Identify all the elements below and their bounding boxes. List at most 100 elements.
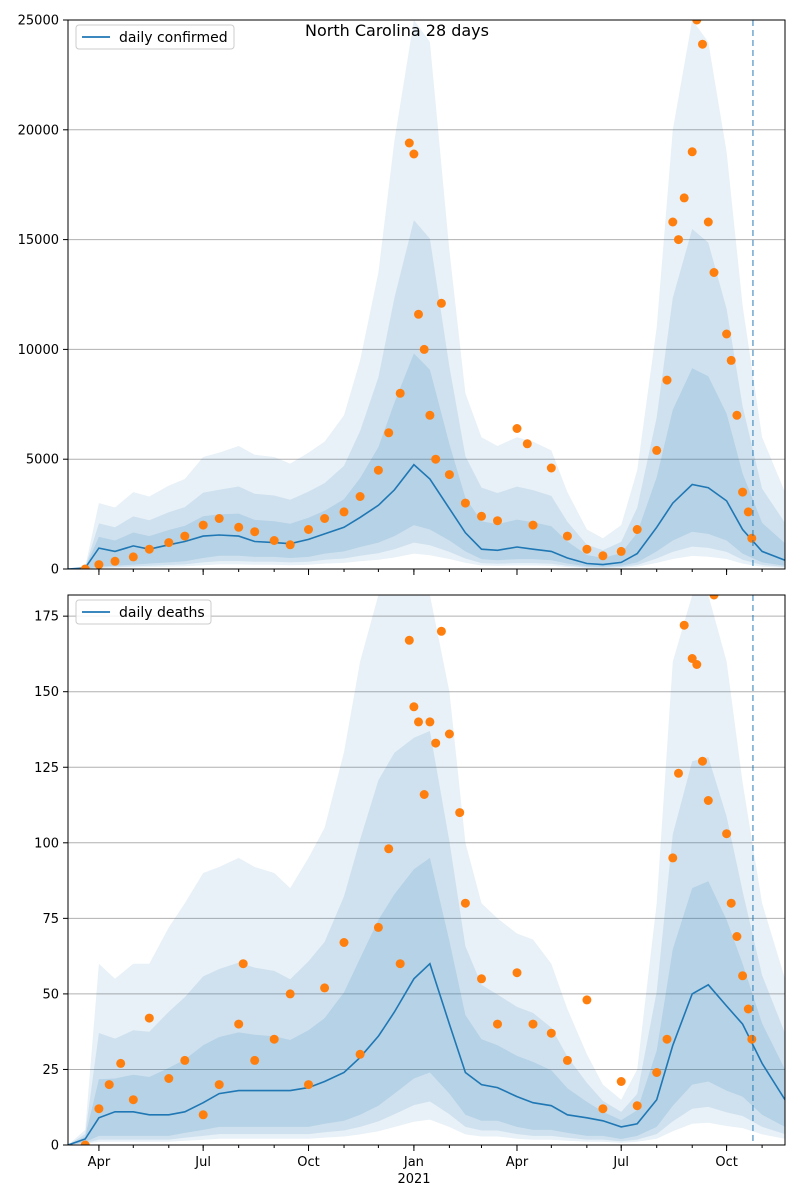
y-tick-label: 20000 bbox=[18, 123, 59, 138]
observed-point bbox=[616, 546, 626, 556]
uncertainty-band-2 bbox=[68, 731, 785, 1145]
observed-point bbox=[404, 138, 414, 148]
observed-point bbox=[709, 595, 719, 600]
observed-point bbox=[419, 344, 429, 354]
plot-area bbox=[68, 595, 785, 1145]
observed-point bbox=[355, 492, 365, 501]
observed-point bbox=[425, 717, 435, 727]
y-tick-label: 25000 bbox=[18, 14, 59, 29]
x-tick-label: Jan bbox=[403, 1155, 424, 1170]
observed-point bbox=[431, 738, 441, 748]
observed-point bbox=[709, 268, 719, 277]
observed-point bbox=[384, 844, 394, 854]
legend-box bbox=[75, 599, 212, 625]
x-year-label: 2021 bbox=[397, 1172, 430, 1187]
observed-point bbox=[698, 39, 707, 49]
deaths-panel: 0 25 50 75 100 125 150 175 Apr Jul Oct Jan Apr Jul Oct… bbox=[34, 594, 786, 1170]
observed-point bbox=[339, 507, 349, 517]
observed-point bbox=[198, 1110, 208, 1120]
observed-point bbox=[562, 1055, 572, 1065]
observed-point bbox=[285, 540, 295, 550]
observed-point bbox=[722, 329, 732, 339]
observed-point bbox=[747, 533, 757, 543]
y-tick-label: 0 bbox=[51, 563, 59, 578]
observed-point bbox=[698, 756, 707, 766]
observed-point bbox=[404, 635, 414, 645]
observed-point bbox=[743, 1004, 753, 1014]
observed-point bbox=[562, 531, 572, 541]
figure-title: North Carolina 28 days bbox=[305, 21, 489, 40]
observed-point bbox=[582, 544, 592, 554]
observed-point bbox=[373, 922, 383, 932]
observed-point bbox=[425, 410, 435, 420]
observed-point bbox=[546, 1028, 556, 1038]
observed-point bbox=[116, 1058, 126, 1068]
observed-point bbox=[304, 525, 313, 534]
observed-point bbox=[493, 1019, 502, 1029]
observed-point bbox=[180, 531, 190, 541]
observed-point bbox=[512, 424, 522, 433]
axes-frame bbox=[67, 594, 786, 1146]
observed-point bbox=[528, 520, 538, 530]
observed-point bbox=[692, 20, 702, 25]
observed-point bbox=[110, 556, 120, 566]
observed-point bbox=[180, 1055, 190, 1065]
observed-point bbox=[285, 989, 295, 999]
observed-point bbox=[662, 375, 672, 385]
observed-point bbox=[214, 1080, 224, 1090]
y-tick-label: 75 bbox=[42, 912, 59, 927]
x-tick-label: Apr bbox=[88, 1155, 111, 1170]
observed-point bbox=[616, 1077, 626, 1086]
model-line bbox=[68, 463, 785, 569]
observed-point bbox=[598, 1104, 608, 1114]
legend-label: daily confirmed bbox=[119, 30, 228, 46]
observed-point bbox=[732, 410, 742, 420]
observed-point bbox=[679, 193, 689, 203]
observed-point bbox=[652, 445, 662, 455]
observed-point bbox=[234, 522, 244, 532]
observed-point bbox=[436, 626, 446, 636]
observed-point bbox=[238, 959, 248, 969]
observed-point bbox=[598, 551, 608, 561]
y-tick-label: 5000 bbox=[26, 453, 59, 468]
y-tick-label: 25 bbox=[42, 1063, 59, 1078]
plot-area bbox=[68, 20, 785, 569]
observed-point bbox=[668, 217, 678, 227]
observed-point bbox=[546, 463, 556, 473]
observed-point bbox=[414, 309, 423, 319]
observed-point bbox=[703, 796, 713, 805]
y-tick-label: 175 bbox=[34, 610, 59, 625]
x-tick-label: Apr bbox=[506, 1155, 529, 1170]
observed-point bbox=[652, 1068, 662, 1077]
y-tick-label: 150 bbox=[34, 685, 59, 700]
x-tick-label: Jul bbox=[194, 1155, 211, 1170]
observed-point bbox=[94, 560, 104, 569]
observed-point bbox=[632, 1101, 642, 1111]
observed-point bbox=[726, 898, 736, 908]
observed-point bbox=[164, 1074, 174, 1083]
y-tick-label: 0 bbox=[51, 1139, 59, 1154]
observed-point bbox=[144, 544, 154, 554]
observed-point bbox=[674, 768, 683, 778]
observed-point bbox=[668, 853, 678, 863]
observed-point bbox=[512, 968, 522, 978]
observed-point bbox=[692, 660, 702, 669]
uncertainty-band-1 bbox=[68, 595, 785, 1145]
observed-point bbox=[144, 1013, 154, 1023]
observed-point bbox=[732, 932, 742, 941]
observed-point bbox=[320, 983, 330, 993]
confirmed-panel: 0 5000 10000 15000 20000 25000 daily confirmed bbox=[18, 14, 786, 578]
observed-point bbox=[409, 149, 419, 159]
observed-point bbox=[738, 487, 748, 497]
observed-point bbox=[355, 1049, 365, 1059]
observed-point bbox=[409, 702, 419, 712]
observed-point bbox=[431, 454, 441, 464]
y-tick-label: 100 bbox=[34, 836, 59, 851]
observed-point bbox=[460, 898, 470, 908]
uncertainty-band-1 bbox=[68, 20, 785, 569]
axes-frame bbox=[67, 19, 786, 570]
observed-point bbox=[320, 514, 330, 523]
observed-point bbox=[444, 729, 454, 739]
observed-point bbox=[384, 428, 394, 438]
uncertainty-band-3 bbox=[68, 353, 785, 569]
